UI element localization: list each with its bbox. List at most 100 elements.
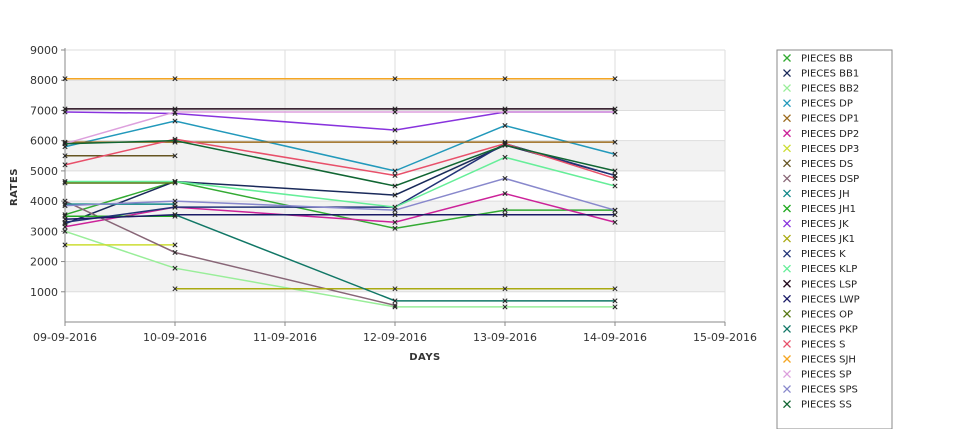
data-point xyxy=(612,219,618,225)
legend-label: PIECES BB2 xyxy=(801,84,859,95)
series-pieces-op xyxy=(62,180,178,186)
data-point xyxy=(612,183,618,189)
data-point xyxy=(502,154,508,160)
legend-marker xyxy=(783,249,791,258)
legend-label: PIECES JH xyxy=(801,189,850,200)
x-tick-label: 12-09-2016 xyxy=(363,331,427,344)
legend-label: PIECES DP2 xyxy=(801,129,859,140)
legend-marker xyxy=(783,144,791,153)
legend-item[interactable]: PIECES SP xyxy=(783,370,852,381)
legend-marker xyxy=(783,324,791,333)
data-point xyxy=(502,76,508,82)
legend-marker xyxy=(783,99,791,108)
x-tick-label: 15-09-2016 xyxy=(693,331,757,344)
legend-item[interactable]: PIECES BB2 xyxy=(783,84,860,95)
legend-label: PIECES BB xyxy=(801,54,853,65)
series-lines xyxy=(62,76,618,310)
legend-item[interactable]: PIECES DP xyxy=(783,99,853,110)
data-point xyxy=(502,286,508,292)
data-point xyxy=(612,304,618,310)
data-point xyxy=(392,212,398,218)
legend-label: PIECES SP xyxy=(801,370,852,381)
data-point xyxy=(62,106,68,112)
legend-item[interactable]: PIECES DP2 xyxy=(783,129,860,140)
legend-item[interactable]: PIECES OP xyxy=(783,309,854,320)
legend-item[interactable]: PIECES JK1 xyxy=(783,234,856,245)
legend-marker xyxy=(783,114,791,123)
data-point xyxy=(502,191,508,197)
legend-item[interactable]: PIECES K xyxy=(783,249,847,260)
legend-marker xyxy=(783,370,791,379)
legend-marker xyxy=(783,174,791,183)
legend-item[interactable]: PIECES DP1 xyxy=(783,114,860,125)
legend-label: PIECES KLP xyxy=(801,264,857,275)
legend-item[interactable]: PIECES DP3 xyxy=(783,144,860,155)
legend-item[interactable]: PIECES JH1 xyxy=(783,204,856,215)
data-point xyxy=(62,228,68,234)
legend-item[interactable]: PIECES PKP xyxy=(783,324,858,335)
legend-marker xyxy=(783,159,791,168)
series-line xyxy=(174,214,615,302)
legend-item[interactable]: PIECES JH xyxy=(783,189,850,200)
x-axis-ticks: 09-09-2016 10-09-2016 11-09-2016 12-09-2016… xyxy=(33,322,757,344)
series-pieces-dp xyxy=(62,118,618,174)
legend-label: PIECES JH1 xyxy=(801,204,856,215)
legend-item[interactable]: PIECES SJH xyxy=(783,355,856,366)
legend-item[interactable]: PIECES BB xyxy=(783,54,853,65)
legend-marker xyxy=(783,189,791,198)
legend-marker xyxy=(783,234,791,243)
legend-label: PIECES BB1 xyxy=(801,69,859,80)
series-pieces-bb2 xyxy=(62,228,618,310)
data-point xyxy=(172,153,178,159)
data-point xyxy=(392,76,398,82)
data-point xyxy=(612,175,618,181)
legend-item[interactable]: PIECES S xyxy=(783,339,846,350)
data-point xyxy=(62,141,68,147)
legend-item[interactable]: PIECES JK xyxy=(783,219,850,230)
data-point xyxy=(172,118,178,124)
y-tick-label: 8000 xyxy=(30,74,58,87)
legend-label: PIECES DP1 xyxy=(801,114,859,125)
series-pieces-ds xyxy=(62,153,178,159)
data-point xyxy=(172,265,178,271)
legend-item[interactable]: PIECES DSP xyxy=(783,174,860,185)
data-point xyxy=(172,180,178,186)
legend[interactable]: PIECES BB PIECES BB1 PIECES BB2 PIECES DP PI… xyxy=(776,49,893,429)
legend-item[interactable]: PIECES SS xyxy=(783,400,852,411)
data-point xyxy=(172,198,178,204)
data-point xyxy=(392,302,398,308)
data-point xyxy=(62,162,68,168)
x-tick-label: 14-09-2016 xyxy=(583,331,647,344)
data-point xyxy=(62,224,68,230)
x-axis-title: DAYS xyxy=(409,352,441,363)
legend-marker xyxy=(783,309,791,318)
data-point xyxy=(612,168,618,174)
series-pieces-sps xyxy=(62,175,618,213)
legend-marker xyxy=(783,54,791,62)
data-point xyxy=(172,212,178,218)
legend-item[interactable]: PIECES KLP xyxy=(783,264,858,275)
legend-marker xyxy=(783,279,791,288)
legend-item[interactable]: PIECES BB1 xyxy=(783,69,860,80)
data-point xyxy=(612,109,618,115)
series-pieces-lwp xyxy=(62,212,618,222)
legend-item[interactable]: PIECES SPS xyxy=(783,385,858,396)
legend-item[interactable]: PIECES DS xyxy=(783,159,854,170)
legend-marker xyxy=(783,400,791,409)
legend-label: PIECES OP xyxy=(801,309,853,320)
legend-item[interactable]: PIECES LSP xyxy=(783,279,858,290)
series-pieces-sjh xyxy=(62,76,618,82)
legend-label: PIECES LWP xyxy=(801,294,860,305)
legend-marker xyxy=(783,204,791,213)
y-axis-ticks: 1000 2000 3000 4000 5000 6000 7000 8000 9000 xyxy=(30,44,65,299)
legend-marker xyxy=(783,84,791,93)
x-tick-label: 11-09-2016 xyxy=(253,331,317,344)
data-point xyxy=(62,242,68,248)
data-point xyxy=(612,298,618,304)
data-point xyxy=(392,139,398,145)
data-point xyxy=(172,204,178,210)
data-point xyxy=(612,76,618,82)
legend-item[interactable]: PIECES LWP xyxy=(783,294,860,305)
series-pieces-pkp xyxy=(172,212,618,304)
